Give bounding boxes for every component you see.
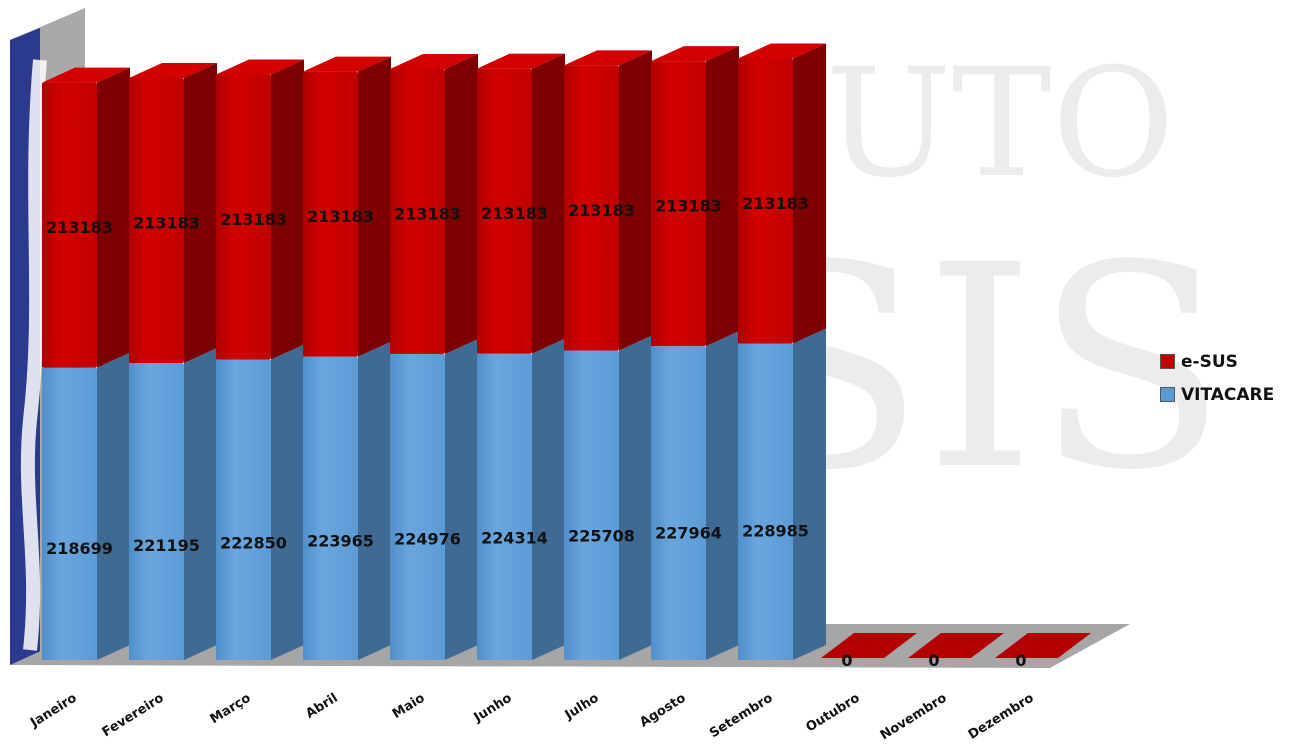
data-label-esus: 213183: [568, 201, 635, 220]
side-wall-highlight: [20, 59, 47, 651]
data-label-vitacare: 218699: [46, 539, 113, 558]
data-label-vitacare: 222850: [220, 533, 287, 552]
bar-side-vitacare: [793, 328, 826, 660]
x-tick-label: Setembro: [707, 691, 776, 742]
bar-top-esus: [42, 67, 130, 83]
bar-vitacare: [216, 359, 271, 660]
watermark-line1: UTO: [825, 37, 1174, 211]
bar-top-esus: [564, 50, 652, 66]
bar-vitacare: [564, 350, 619, 660]
x-tick-label: Abril: [303, 691, 340, 722]
legend-swatch-vitacare: [1160, 387, 1175, 402]
data-label-vitacare: 228985: [742, 522, 809, 541]
bar-esus: [129, 77, 184, 363]
bar-side-vitacare: [445, 339, 478, 660]
data-label-vitacare: 221195: [133, 536, 200, 555]
x-tick-label: Dezembro: [966, 691, 1037, 743]
data-label-esus: 213183: [133, 213, 200, 232]
bar-esus: [303, 71, 358, 357]
bar-top-esus: [216, 59, 304, 75]
bar-zero: [821, 633, 917, 658]
bar-side-esus: [706, 46, 739, 347]
data-label-esus: 0: [841, 651, 852, 670]
legend-label-esus: e-SUS: [1181, 351, 1238, 372]
bar-vitacare: [129, 362, 184, 660]
bar-esus: [216, 74, 271, 360]
bar-vitacare: [477, 353, 532, 660]
data-label-vitacare: 227964: [655, 524, 722, 543]
bar-top-esus: [303, 56, 391, 72]
bar-side-vitacare: [271, 344, 304, 660]
data-label-vitacare: 225708: [568, 526, 635, 545]
bar-side-esus: [445, 54, 478, 355]
bar-top-esus: [129, 62, 217, 78]
bar-vitacare: [651, 346, 706, 660]
data-label-esus: 213183: [220, 210, 287, 229]
bar-vitacare: [303, 356, 358, 660]
bar-zero: [995, 633, 1091, 658]
data-label-esus: 213183: [742, 194, 809, 213]
data-label-esus: 213183: [481, 204, 548, 223]
bar-side-esus: [619, 50, 652, 351]
bar-side-vitacare: [706, 331, 739, 660]
legend-item-esus: e-SUS: [1160, 345, 1274, 378]
x-tick-label: Março: [208, 691, 254, 727]
x-tick-label: Novembro: [878, 691, 950, 744]
legend: e-SUS VITACARE: [1160, 345, 1274, 411]
bar-top-esus: [477, 53, 565, 69]
legend-label-vitacare: VITACARE: [1181, 384, 1275, 405]
bar-esus: [651, 61, 706, 347]
data-label-esus: 213183: [46, 218, 113, 237]
bar-vitacare: [738, 343, 793, 660]
x-tick-label: Agosto: [637, 691, 688, 731]
bar-zero: [908, 633, 1004, 658]
bar-side-vitacare: [532, 338, 565, 660]
bar-side-esus: [358, 56, 391, 357]
x-tick-label: Janeiro: [27, 691, 80, 732]
x-tick-label: Junho: [471, 691, 515, 726]
bar-side-esus: [532, 53, 565, 354]
bar-esus: [390, 69, 445, 355]
legend-swatch-esus: [1160, 354, 1175, 369]
bar-esus: [42, 82, 97, 368]
bar-side-esus: [793, 43, 826, 344]
data-label-esus: 213183: [394, 205, 461, 224]
bar-top-esus: [651, 46, 739, 62]
data-label-vitacare: 224314: [481, 529, 548, 548]
data-label-esus: 0: [1015, 651, 1026, 670]
data-label-esus: 213183: [307, 207, 374, 226]
data-label-vitacare: 224976: [394, 529, 461, 548]
bar-esus: [738, 58, 793, 344]
data-label-vitacare: 223965: [307, 531, 374, 550]
x-tick-label: Outubro: [803, 691, 862, 736]
x-tick-label: Maio: [390, 691, 428, 722]
data-label-esus: 0: [928, 651, 939, 670]
data-label-esus: 213183: [655, 197, 722, 216]
bar-side-vitacare: [97, 352, 130, 660]
bar-esus: [477, 68, 532, 354]
x-tick-label: Fevereiro: [100, 691, 167, 741]
bar-top-esus: [390, 54, 478, 70]
legend-item-vitacare: VITACARE: [1160, 378, 1274, 411]
bar-vitacare: [42, 367, 97, 660]
bar-esus: [564, 65, 619, 351]
bar-side-vitacare: [184, 347, 217, 660]
bar-side-esus: [271, 59, 304, 360]
bar-vitacare: [390, 354, 445, 660]
bar-side-vitacare: [358, 341, 391, 660]
x-tick-label: Julho: [562, 691, 602, 724]
bar-side-esus: [97, 67, 130, 368]
bar-side-esus: [184, 62, 217, 363]
bar-top-esus: [738, 43, 826, 59]
bar-side-vitacare: [619, 335, 652, 660]
